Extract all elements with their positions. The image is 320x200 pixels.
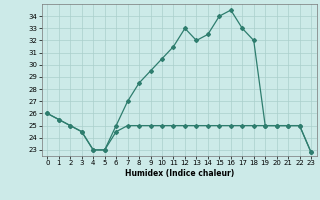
- X-axis label: Humidex (Indice chaleur): Humidex (Indice chaleur): [124, 169, 234, 178]
